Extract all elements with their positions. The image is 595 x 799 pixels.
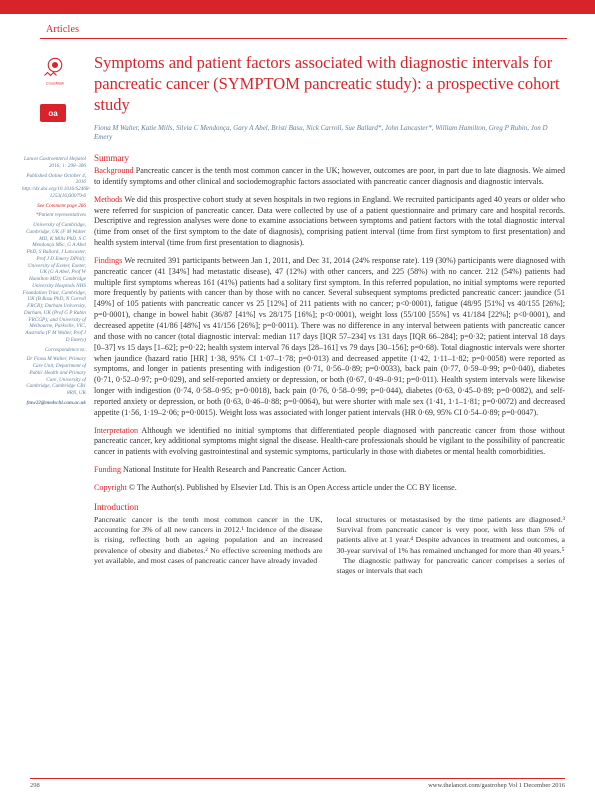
- published-online: Published Online October 4, 2016 http://…: [22, 173, 86, 200]
- author-list: Fiona M Walter, Katie Mills, Silvia C Me…: [94, 124, 565, 143]
- correspondence-email[interactable]: fmw22@medschl.cam.ac.uk: [22, 400, 86, 407]
- section-label: Articles: [46, 24, 79, 35]
- citation: Lancet Gastroenterol Hepatol 2016; 1: 29…: [22, 156, 86, 170]
- funding-text: National Institute for Health Research a…: [121, 465, 346, 474]
- methods-text: We did this prospective cohort study at …: [94, 195, 565, 247]
- correspondence: Dr Fiona M Walter, Primary Care Unit, De…: [22, 356, 86, 397]
- summary-section: Summary Background Pancreatic cancer is …: [94, 152, 565, 577]
- summary-heading: Summary: [94, 152, 565, 164]
- journal-ref: www.thelancet.com/gastrohep Vol 1 Decemb…: [428, 782, 565, 789]
- page-number: 298: [30, 782, 40, 789]
- see-comment[interactable]: See Comment page 266: [22, 203, 86, 210]
- introduction-heading: Introduction: [94, 501, 565, 513]
- funding-label: Funding: [94, 465, 121, 474]
- intro-col2-text: local structures or metastasised by the …: [337, 515, 566, 555]
- findings-text: We recruited 391 participants between Ja…: [94, 256, 565, 417]
- intro-col2: local structures or metastasised by the …: [337, 515, 566, 577]
- copyright-label: Copyright: [94, 483, 127, 492]
- article-sidebar: Lancet Gastroenterol Hepatol 2016; 1: 29…: [22, 156, 86, 410]
- header-rule: [40, 38, 567, 39]
- pub-online-text: Published Online October 4, 2016: [26, 173, 86, 186]
- background-text: Pancreatic cancer is the tenth most comm…: [94, 166, 565, 186]
- methods-label: Methods: [94, 195, 122, 204]
- svg-text:CrossMark: CrossMark: [46, 82, 64, 86]
- article-title: Symptoms and patient factors associated …: [94, 52, 565, 115]
- intro-col2b-text: The diagnostic pathway for pancreatic ca…: [337, 556, 566, 575]
- copyright-para: Copyright © The Author(s). Published by …: [94, 483, 565, 494]
- page-footer: 298 www.thelancet.com/gastrohep Vol 1 De…: [30, 778, 565, 789]
- funding-para: Funding National Institute for Health Re…: [94, 465, 565, 476]
- affiliations: University of Cambridge, Cambridge, UK (…: [22, 222, 86, 344]
- doi-link[interactable]: http://dx.doi.org/10.1016/S2468-1253(16)…: [22, 186, 90, 199]
- background-para: Background Pancreatic cancer is the tent…: [94, 166, 565, 188]
- crossmark-icon: CrossMark: [40, 56, 70, 86]
- findings-label: Findings: [94, 256, 122, 265]
- interpretation-text: Although we identified no initial sympto…: [94, 426, 565, 457]
- interpretation-label: Interpretation: [94, 426, 138, 435]
- methods-para: Methods We did this prospective cohort s…: [94, 195, 565, 249]
- top-accent-bar: [0, 0, 595, 14]
- open-access-icon: oa: [40, 104, 66, 122]
- background-label: Background: [94, 166, 134, 175]
- intro-col1: Pancreatic cancer is the tenth most comm…: [94, 515, 323, 577]
- equal-contrib: *Patient representatives: [22, 212, 86, 219]
- copyright-text: © The Author(s). Published by Elsevier L…: [127, 483, 457, 492]
- correspondence-label: Correspondence to:: [22, 347, 86, 354]
- findings-para: Findings We recruited 391 participants b…: [94, 256, 565, 419]
- interpretation-para: Interpretation Although we identified no…: [94, 426, 565, 459]
